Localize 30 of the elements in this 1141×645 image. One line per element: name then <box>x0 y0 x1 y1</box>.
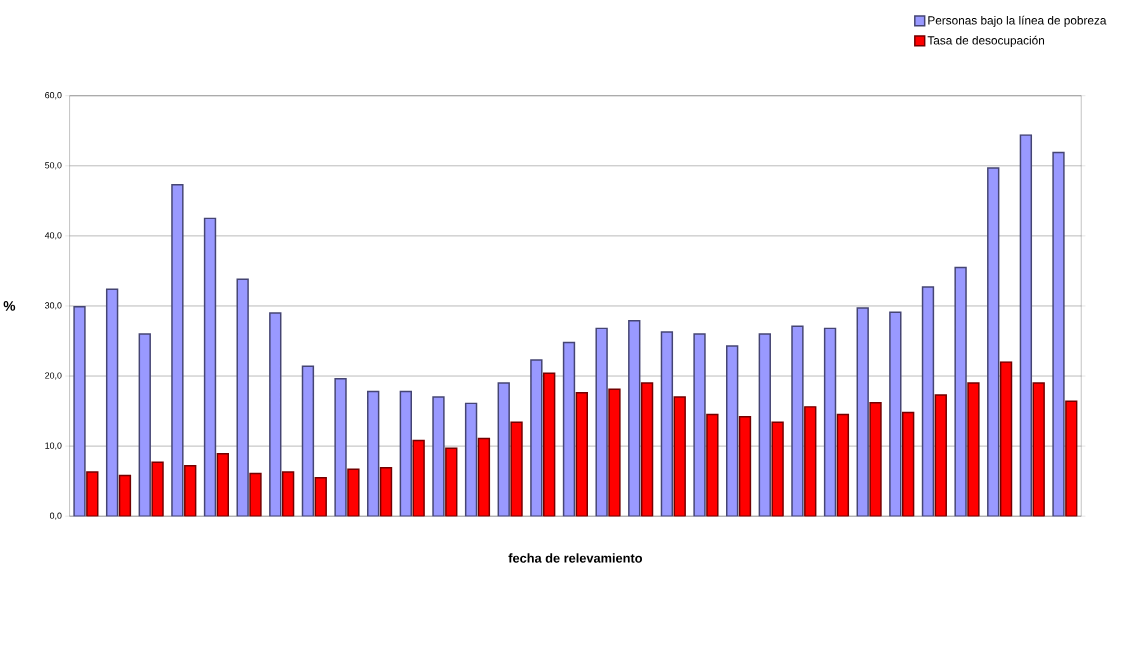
bar <box>477 437 491 517</box>
bar <box>836 414 850 517</box>
y-tick-label: 10,0 <box>45 442 62 451</box>
bar <box>640 382 654 517</box>
bar <box>543 372 556 517</box>
bar <box>399 390 412 517</box>
legend-label: Personas bajo la línea de pobreza <box>928 16 1107 28</box>
bar <box>738 416 752 517</box>
y-axis-title: % <box>3 301 16 312</box>
bar <box>203 217 217 517</box>
bar <box>823 327 837 517</box>
bar <box>999 361 1013 517</box>
bar <box>301 365 315 517</box>
bar <box>901 411 915 517</box>
y-tick-label: 20,0 <box>45 372 62 380</box>
y-tick-label: 50,0 <box>45 162 62 170</box>
bar <box>660 331 674 517</box>
y-tick-label: 40,0 <box>44 232 62 240</box>
bar <box>575 392 588 517</box>
y-tick-label: 30,0 <box>45 302 62 310</box>
bar <box>105 288 119 517</box>
legend-label: Tasa de desocupación <box>927 36 1045 48</box>
x-axis-title: fecha de relevamiento <box>508 553 643 563</box>
y-tick-label: 60,0 <box>45 92 62 100</box>
bar <box>1019 134 1033 517</box>
bar <box>921 286 935 517</box>
bar <box>464 402 478 517</box>
y-tick-label: 0,0 <box>49 512 62 521</box>
bar <box>562 341 576 517</box>
bar <box>726 345 739 517</box>
